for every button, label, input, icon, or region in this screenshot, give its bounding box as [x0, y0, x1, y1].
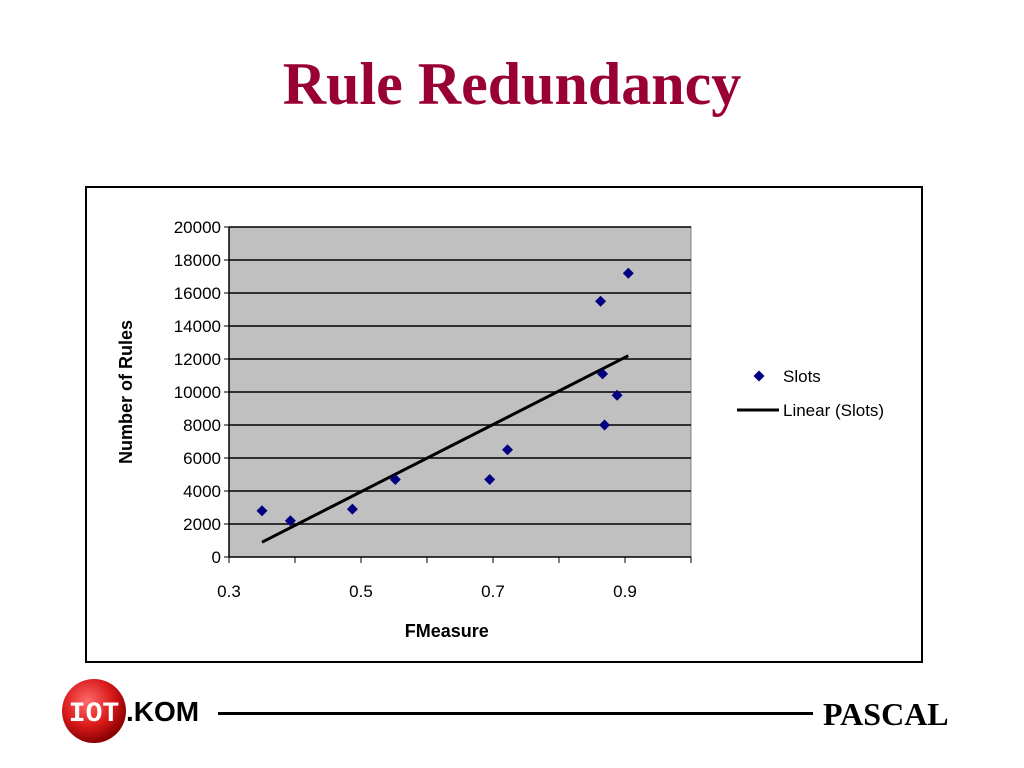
scatter-chart: 0 2000 4000 6000 8000 10000 12000 14000 16000 180… [116, 218, 884, 641]
data-point [346, 503, 358, 515]
y-tick-label: 4000 [183, 482, 221, 501]
data-point [622, 267, 634, 279]
data-point [595, 295, 607, 307]
x-tick-label: 0.3 [217, 582, 241, 601]
data-point [256, 505, 268, 517]
y-tick-label: 14000 [174, 317, 221, 336]
y-tick-label: 16000 [174, 284, 221, 303]
y-tick-label: 8000 [183, 416, 221, 435]
y-axis-label: Number of Rules [116, 320, 136, 464]
y-tick-label: 10000 [174, 383, 221, 402]
data-point [484, 473, 496, 485]
data-point [597, 368, 609, 380]
x-tick-label: 0.5 [349, 582, 373, 601]
data-point [599, 419, 611, 431]
y-tick-label: 6000 [183, 449, 221, 468]
y-tick-label: 0 [212, 548, 221, 567]
y-tick-label: 18000 [174, 251, 221, 270]
legend-marker-slots [753, 370, 765, 382]
data-point [284, 515, 296, 527]
dot-kom-logo: IOT .KOM [62, 679, 199, 743]
legend-label-trend: Linear (Slots) [783, 401, 884, 420]
slide-title: Rule Redundancy [282, 51, 742, 117]
footer-pascal: PASCAL [823, 696, 949, 732]
footer-rule [218, 712, 813, 715]
logo-ball-icon [62, 679, 126, 743]
data-point [389, 473, 401, 485]
legend-label-slots: Slots [783, 367, 821, 386]
chart-frame: 0 2000 4000 6000 8000 10000 12000 14000 16000 180… [85, 186, 923, 663]
data-point [502, 444, 514, 456]
x-tick-label: 0.9 [613, 582, 637, 601]
y-tick-label: 2000 [183, 515, 221, 534]
x-axis-label: FMeasure [405, 621, 489, 641]
logo-text: .KOM [126, 696, 199, 727]
y-tick-label: 12000 [174, 350, 221, 369]
trend-line [261, 354, 629, 544]
y-tick-label: 20000 [174, 218, 221, 237]
data-point [611, 389, 623, 401]
logo-prefix: IOT [69, 699, 119, 730]
x-tick-label: 0.7 [481, 582, 505, 601]
